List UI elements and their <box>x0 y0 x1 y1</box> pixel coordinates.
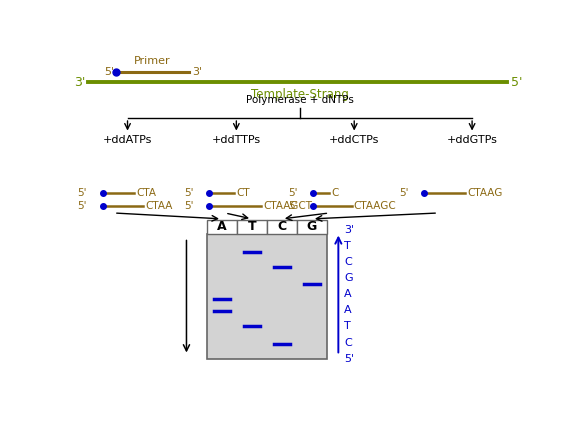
Text: T: T <box>344 321 351 332</box>
Text: CTAAG: CTAAG <box>467 188 503 198</box>
Text: +ddCTPs: +ddCTPs <box>329 135 380 145</box>
Text: G: G <box>307 221 317 233</box>
Bar <box>237 220 267 234</box>
Text: 5': 5' <box>288 201 298 212</box>
Text: A: A <box>344 305 352 315</box>
Text: 3': 3' <box>344 225 355 235</box>
Text: +ddTTPs: +ddTTPs <box>212 135 261 145</box>
Text: 5': 5' <box>104 67 114 77</box>
Text: CT: CT <box>236 188 250 198</box>
Bar <box>207 220 237 234</box>
Bar <box>297 220 327 234</box>
Text: Template-Strang: Template-Strang <box>251 88 349 101</box>
Text: A: A <box>217 221 227 233</box>
Text: 5': 5' <box>288 188 298 198</box>
Text: T: T <box>344 241 351 251</box>
Text: CTAAGC: CTAAGC <box>354 201 397 212</box>
Text: 5': 5' <box>184 188 193 198</box>
Text: 5': 5' <box>399 188 408 198</box>
Text: 5': 5' <box>77 201 87 212</box>
Text: 5': 5' <box>184 201 193 212</box>
Text: 5': 5' <box>344 354 355 364</box>
Text: C: C <box>331 188 339 198</box>
Text: 3': 3' <box>74 76 86 88</box>
Text: CTAA: CTAA <box>145 201 173 212</box>
Text: Polymerase + dNTPs: Polymerase + dNTPs <box>246 95 354 105</box>
Text: Primer: Primer <box>134 56 171 66</box>
Text: 5': 5' <box>511 76 522 88</box>
Text: G: G <box>344 273 353 283</box>
Bar <box>267 220 297 234</box>
Text: CTAAGCT: CTAAGCT <box>263 201 312 212</box>
Text: C: C <box>344 257 352 267</box>
Text: CTA: CTA <box>136 188 156 198</box>
Bar <box>207 234 327 359</box>
Text: C: C <box>277 221 287 233</box>
Text: +ddGTPs: +ddGTPs <box>447 135 497 145</box>
Text: 3': 3' <box>192 67 202 77</box>
Text: T: T <box>247 221 256 233</box>
Text: 5': 5' <box>77 188 87 198</box>
Text: +ddATPs: +ddATPs <box>103 135 152 145</box>
Text: A: A <box>344 289 352 299</box>
Text: C: C <box>344 337 352 348</box>
